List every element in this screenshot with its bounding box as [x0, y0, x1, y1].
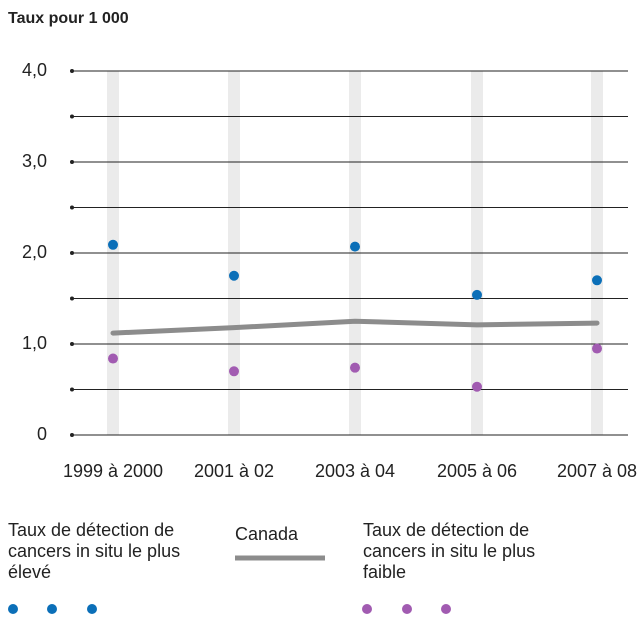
data-point — [108, 239, 118, 250]
legend-swatch — [8, 604, 18, 614]
legend-label: Canada — [235, 524, 299, 544]
y-tick-label: 4,0 — [22, 60, 47, 80]
data-point — [472, 381, 482, 392]
legend-swatch — [441, 604, 451, 614]
legend-swatch — [87, 604, 97, 614]
x-tick-label: 2001 à 02 — [194, 461, 274, 481]
data-point — [350, 241, 360, 252]
tick-dot — [70, 251, 74, 255]
data-point — [592, 343, 602, 354]
y-tick-label: 1,0 — [22, 333, 47, 353]
axis-title: Taux pour 1 000 — [8, 10, 129, 27]
tick-dot — [70, 387, 74, 392]
tick-dot — [70, 69, 74, 73]
tick-dot — [70, 114, 74, 119]
tick-dot — [70, 296, 74, 301]
y-tick-label: 0 — [37, 424, 47, 444]
tick-dot — [70, 342, 74, 346]
data-point — [472, 289, 482, 300]
data-point — [229, 366, 239, 377]
legend-swatch — [47, 604, 57, 614]
data-point — [350, 362, 360, 373]
data-point — [592, 275, 602, 286]
data-point — [229, 270, 239, 281]
legend-swatch — [362, 604, 372, 614]
x-tick-label: 2003 à 04 — [315, 461, 395, 481]
y-tick-label: 3,0 — [22, 151, 47, 171]
tick-dot — [70, 433, 74, 437]
legend-label: Taux de détection de cancers in situ le … — [8, 520, 181, 582]
tick-dot — [70, 205, 74, 210]
series-line — [110, 318, 600, 336]
x-tick-label: 1999 à 2000 — [63, 461, 163, 481]
x-tick-label: 2005 à 06 — [437, 461, 517, 481]
x-tick-label: 2007 à 08 — [557, 461, 637, 481]
tick-dot — [70, 160, 74, 164]
data-point — [108, 353, 118, 364]
legend-label: Taux de détection de cancers in situ le … — [363, 520, 536, 582]
y-tick-label: 2,0 — [22, 242, 47, 262]
legend-swatch — [402, 604, 412, 614]
